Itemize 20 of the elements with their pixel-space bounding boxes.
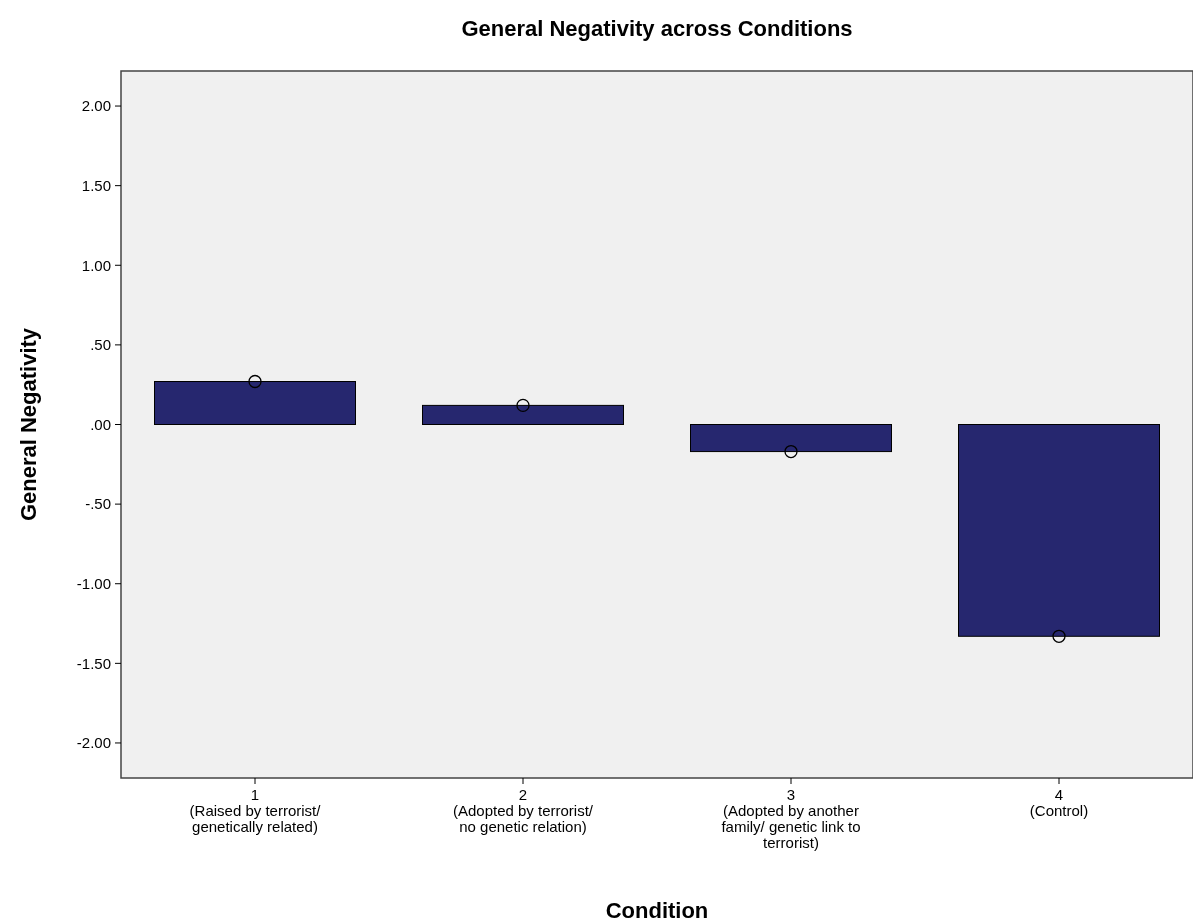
x-tick-label: 2 (Adopted by terrorist/ no genetic relation) bbox=[452, 786, 594, 835]
y-tick-label: .50 bbox=[90, 336, 111, 354]
y-tick-label: .00 bbox=[90, 415, 111, 433]
x-tick-label: 1 (Raised by terrorist/ genetically related) bbox=[189, 786, 322, 835]
y-tick-label: -1.00 bbox=[76, 574, 111, 592]
y-axis-title: General Negativity bbox=[16, 327, 41, 522]
point bbox=[784, 444, 798, 459]
y-tick-label: -.50 bbox=[85, 495, 111, 513]
y-tick-label: 2.00 bbox=[81, 97, 111, 115]
y-tick-label: 1.00 bbox=[81, 256, 111, 274]
point bbox=[248, 374, 262, 389]
y-tick-label: -2.00 bbox=[76, 734, 111, 752]
x-axis-title: Condition bbox=[605, 898, 709, 923]
y-tick-label: 1.50 bbox=[81, 176, 111, 194]
point bbox=[516, 398, 530, 413]
x-tick-label: 3 (Adopted by another family/ genetic link to terrorist) bbox=[721, 786, 861, 851]
x-tick-label: 4 (Control) bbox=[1029, 786, 1089, 819]
point bbox=[1052, 629, 1066, 643]
chart-title: General Negativity across Conditions bbox=[461, 16, 853, 41]
y-tick-label: -1.50 bbox=[76, 654, 111, 672]
